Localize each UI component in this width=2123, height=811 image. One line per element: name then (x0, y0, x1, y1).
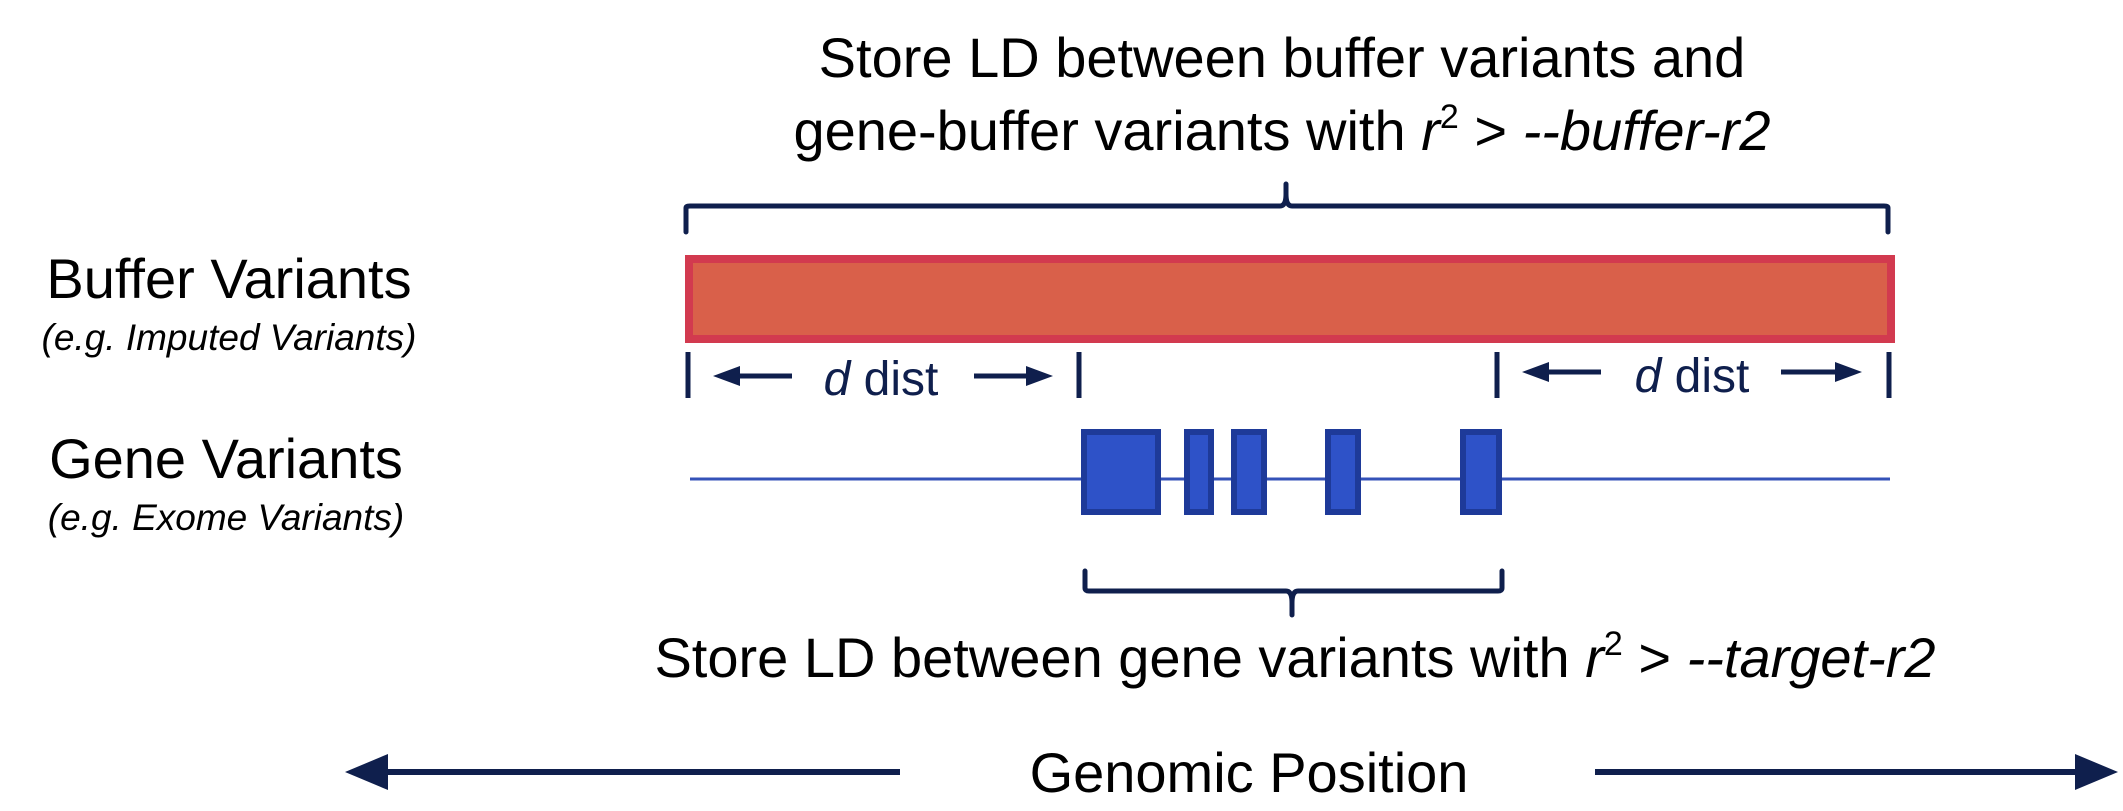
bottom-annotation-prefix: Store LD between gene variants with (654, 626, 1585, 689)
exon-4 (1325, 429, 1361, 515)
right-dist-arrow-right-head (1835, 362, 1862, 382)
top-annotation-param: --buffer-r2 (1523, 99, 1771, 162)
axis-right-arrowhead (2075, 754, 2118, 790)
exon-3 (1231, 429, 1267, 515)
exon-2 (1184, 429, 1214, 515)
exon-1 (1081, 429, 1161, 515)
axis-label: Genomic Position (1030, 741, 1469, 804)
buffer-region-brace (683, 181, 1891, 235)
left-dist-label: d dist (824, 353, 939, 406)
right-dist-var: d (1635, 350, 1663, 403)
right-dist-arrow-left-head (1522, 362, 1549, 382)
top-annotation-sup: 2 (1440, 98, 1459, 136)
bottom-annotation-op: > (1623, 626, 1687, 689)
top-annotation-line2: gene-buffer variants with r2 > --buffer-… (793, 98, 1770, 162)
buffer-variants-label: Buffer Variants (46, 247, 411, 310)
bottom-annotation-param: --target-r2 (1687, 626, 1936, 689)
bottom-annotation: Store LD between gene variants with r2 >… (654, 625, 1935, 689)
top-annotation-op: > (1459, 99, 1523, 162)
axis-left-arrowhead (345, 754, 388, 790)
top-annotation-prefix: gene-buffer variants with (793, 99, 1421, 162)
top-annotation-line1: Store LD between buffer variants and (819, 26, 1746, 89)
gene-region-brace (1082, 568, 1505, 618)
right-dist-label: d dist (1635, 350, 1750, 403)
buffer-region-bar (685, 255, 1895, 343)
gene-variants-label: Gene Variants (49, 427, 403, 490)
top-annotation-r: r (1421, 99, 1442, 162)
exon-5 (1460, 429, 1502, 515)
buffer-variants-example: (e.g. Imputed Variants) (42, 317, 417, 358)
left-dist-arrow-left-head (713, 366, 740, 386)
right-dist-text: dist (1661, 350, 1749, 403)
gene-variants-example: (e.g. Exome Variants) (48, 497, 404, 538)
bottom-annotation-r: r (1585, 626, 1606, 689)
left-dist-text: dist (850, 353, 938, 406)
left-dist-arrow-right-head (1026, 366, 1053, 386)
left-dist-var: d (824, 353, 852, 406)
bottom-annotation-sup: 2 (1604, 625, 1623, 663)
